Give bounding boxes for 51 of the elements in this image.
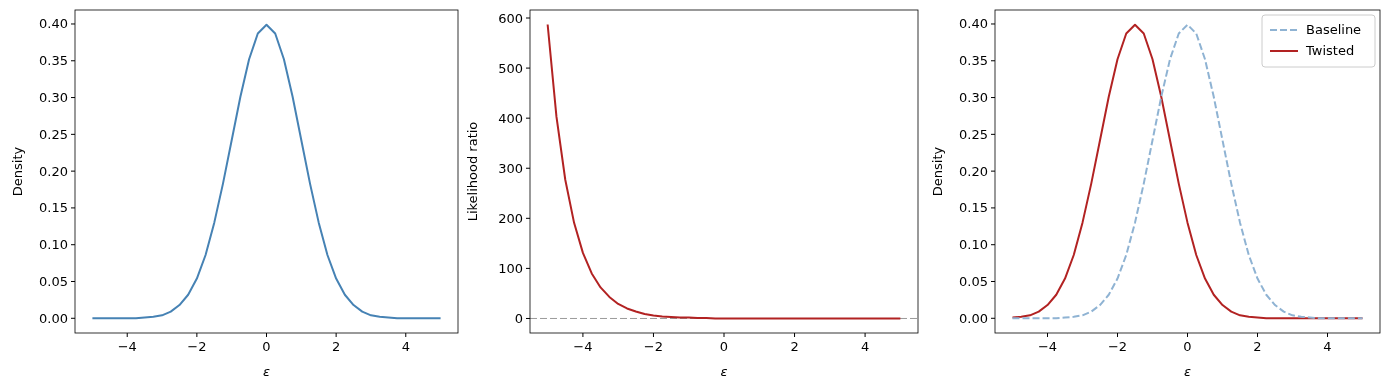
y-tick-label: 0.25 <box>39 126 68 142</box>
x-tick-label: −4 <box>573 339 593 354</box>
x-tick-label: 2 <box>1253 339 1262 354</box>
line-series <box>1011 23 1364 320</box>
y-tick-label: 0.40 <box>39 16 68 32</box>
x-tick-label: 4 <box>1323 339 1332 354</box>
y-tick-label: 0.30 <box>39 90 68 106</box>
y-tick-label: 0 <box>514 310 523 326</box>
legend-label: Baseline <box>1306 22 1362 37</box>
y-tick-label: 0.00 <box>39 310 68 326</box>
y-tick-label: 0.35 <box>39 53 68 69</box>
x-axis-title: ε <box>720 364 728 379</box>
y-tick-label: 200 <box>498 210 523 226</box>
y-axis-title: Density <box>930 146 945 197</box>
x-tick-label: 0 <box>262 339 271 354</box>
line-series <box>546 23 902 320</box>
x-tick-label: 0 <box>1183 339 1192 354</box>
y-axis-title: Density <box>10 146 25 197</box>
x-axis-title: ε <box>1183 364 1192 379</box>
y-tick-label: 0.10 <box>39 237 68 253</box>
y-tick-label: 0.05 <box>39 274 68 289</box>
x-axis-title: ε <box>262 364 271 379</box>
y-tick-label: 400 <box>498 110 523 126</box>
y-tick-label: 0.20 <box>39 163 68 179</box>
x-tick-label: −2 <box>643 339 664 354</box>
x-tick-label: −4 <box>1037 339 1058 354</box>
x-tick-label: 0 <box>719 339 729 354</box>
y-tick-label: 0.20 <box>959 163 988 179</box>
x-tick-label: 2 <box>790 339 799 354</box>
y-tick-label: 100 <box>498 260 523 276</box>
x-tick-label: 4 <box>401 339 410 354</box>
x-tick-label: −4 <box>117 339 137 354</box>
y-tick-label: 0.00 <box>959 310 988 326</box>
y-tick-label: 0.05 <box>959 274 988 289</box>
x-tick-label: −2 <box>1107 339 1128 354</box>
legend-label: Twisted <box>1305 43 1355 58</box>
line-series <box>91 23 442 320</box>
y-tick-label: 300 <box>498 160 523 176</box>
y-tick-label: 600 <box>498 10 523 26</box>
y-tick-label: 0.25 <box>959 126 988 142</box>
y-tick-label: 0.10 <box>959 237 988 253</box>
y-tick-label: 0.15 <box>39 200 68 216</box>
y-tick-label: 0.35 <box>959 53 988 69</box>
y-tick-label: 0.40 <box>959 16 988 32</box>
y-tick-label: 500 <box>498 60 523 76</box>
y-axis-title: Likelihood ratio <box>465 121 480 222</box>
x-tick-label: 2 <box>332 339 341 354</box>
y-tick-label: 0.15 <box>959 200 988 216</box>
y-tick-label: 0.30 <box>959 90 988 106</box>
x-tick-label: −2 <box>187 339 207 354</box>
x-tick-label: 4 <box>860 339 870 354</box>
